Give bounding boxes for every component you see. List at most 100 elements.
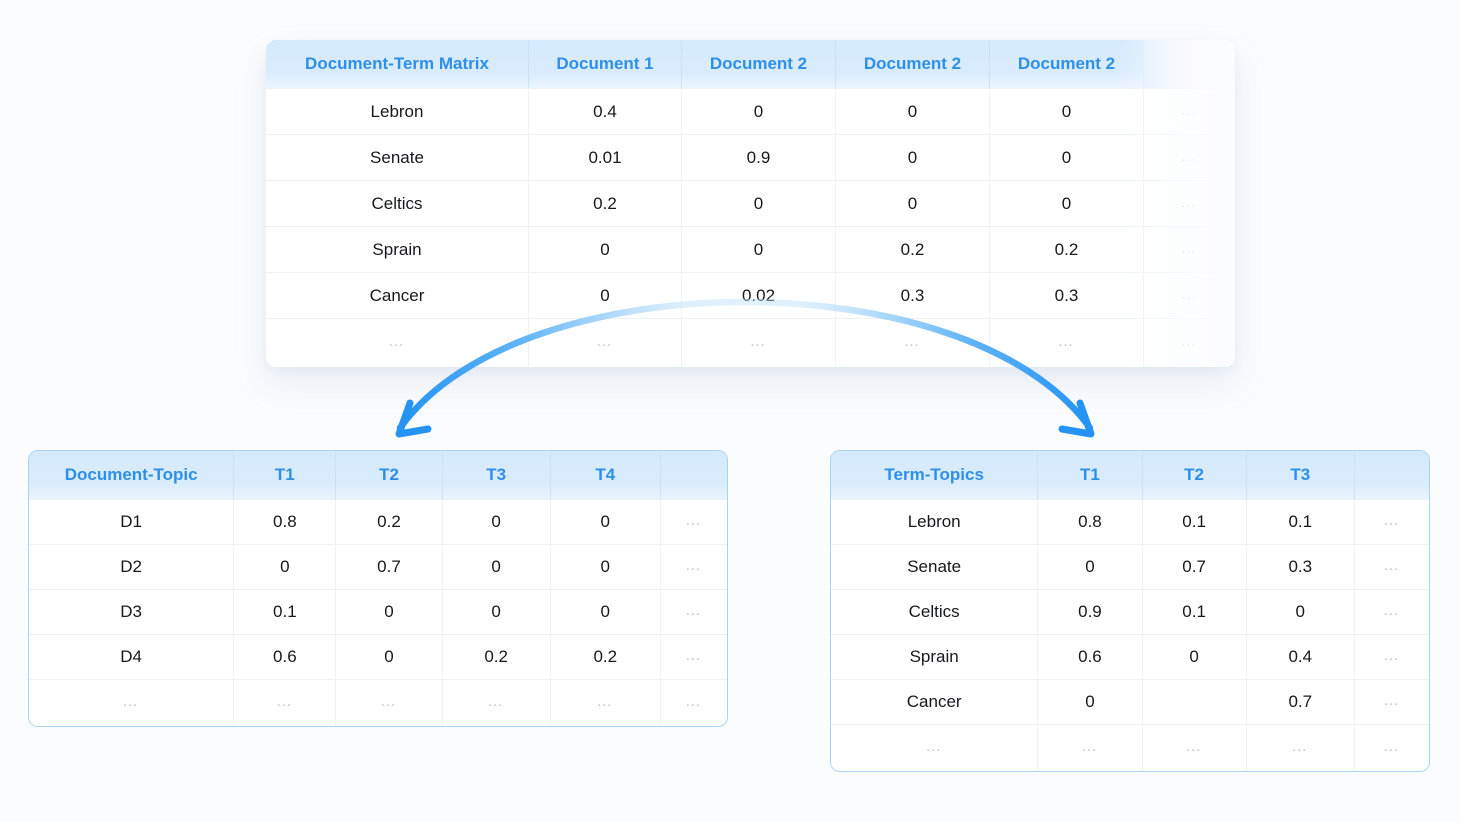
column-header-document-1: Document 1 [528,40,681,88]
cell: 0 [441,499,550,544]
table-title: Term-Topics [831,451,1038,499]
column-header-ellipsis [1353,451,1429,499]
row-label: D1 [29,499,234,544]
column-header-t3: T3 [441,451,550,499]
cell: 0 [549,589,660,634]
table-row: Sprain 0 0 0.2 0.2 ... [266,226,1235,272]
cell: 0 [528,272,681,318]
column-header-t3: T3 [1245,451,1354,499]
table-title: Document-Term Matrix [266,40,528,88]
row-label: Celtics [266,180,528,226]
table-row: D4 0.6 0 0.2 0.2 ... [29,634,727,679]
ellipsis-cell: ... [1143,88,1235,134]
cell: 0.2 [441,634,550,679]
ellipsis-cell: ... [835,318,989,367]
ellipsis-cell: ... [441,679,550,726]
cell: 0.1 [1245,499,1354,544]
ellipsis-cell: ... [1245,724,1354,771]
ellipsis-cell: ... [1143,180,1235,226]
left-arrowhead-icon [395,399,432,438]
table-title: Document-Topic [29,451,234,499]
document-topic-grid: Document-Topic T1 T2 T3 T4 D1 0.8 0.2 0 … [29,451,727,726]
cell: 0.4 [528,88,681,134]
ellipsis-cell: ... [233,679,336,726]
cell: 0.7 [1141,544,1246,589]
cell: 0.2 [989,226,1143,272]
cell: 0.2 [835,226,989,272]
table-row: D1 0.8 0.2 0 0 ... [29,499,727,544]
header-row: Term-Topics T1 T2 T3 [831,451,1429,499]
cell-empty [1141,679,1246,724]
cell: 0.2 [528,180,681,226]
table-row: Sprain 0.6 0 0.4 ... [831,634,1429,679]
cell: 0.1 [233,589,336,634]
column-header-document-2c: Document 2 [989,40,1143,88]
ellipsis-cell: ... [1037,724,1142,771]
ellipsis-cell: ... [1353,589,1429,634]
table-row-ellipsis: ... ... ... ... ... ... [29,679,727,726]
ellipsis-cell: ... [659,634,727,679]
column-header-document-2: Document 2 [681,40,835,88]
row-label: Lebron [831,499,1038,544]
cell: 0.8 [1037,499,1142,544]
right-arrowhead-icon [1058,399,1095,438]
ellipsis-cell: ... [659,679,727,726]
ellipsis-cell: ... [681,318,835,367]
cell: 0.2 [335,499,442,544]
ellipsis-cell: ... [549,679,660,726]
cell: 0 [1037,679,1142,724]
ellipsis-cell: ... [1143,226,1235,272]
row-label: D3 [29,589,234,634]
column-header-t1: T1 [1037,451,1142,499]
ellipsis-cell: ... [1353,634,1429,679]
ellipsis-cell: ... [659,589,727,634]
header-row: Document-Term Matrix Document 1 Document… [266,40,1235,88]
cell: 0 [441,589,550,634]
cell: 0.1 [1141,499,1246,544]
cell: 0 [989,180,1143,226]
cell: 0.1 [1141,589,1246,634]
cell: 0.7 [335,544,442,589]
column-header-t1: T1 [233,451,336,499]
ellipsis-cell: ... [659,499,727,544]
document-term-matrix-grid: Document-Term Matrix Document 1 Document… [266,40,1235,367]
column-header-t4: T4 [549,451,660,499]
row-label: D2 [29,544,234,589]
cell: 0 [549,544,660,589]
cell: 0.3 [835,272,989,318]
row-label: D4 [29,634,234,679]
cell: 0 [835,134,989,180]
ellipsis-cell: ... [1143,318,1235,367]
header-row: Document-Topic T1 T2 T3 T4 [29,451,727,499]
cell: 0.7 [1245,679,1354,724]
cell: 0 [1037,544,1142,589]
ellipsis-cell: ... [1353,544,1429,589]
cell: 0.3 [1245,544,1354,589]
table-row: D3 0.1 0 0 0 ... [29,589,727,634]
table-row-ellipsis: ... ... ... ... ... ... [266,318,1235,367]
ellipsis-cell: ... [831,724,1038,771]
cell: 0.02 [681,272,835,318]
ellipsis-cell: ... [1143,134,1235,180]
cell: 0.3 [989,272,1143,318]
cell: 0.6 [233,634,336,679]
row-label: Sprain [266,226,528,272]
column-header-t2: T2 [1141,451,1246,499]
ellipsis-cell: ... [659,544,727,589]
column-header-t2: T2 [335,451,442,499]
cell: 0 [681,180,835,226]
cell: 0.6 [1037,634,1142,679]
document-topic-table: Document-Topic T1 T2 T3 T4 D1 0.8 0.2 0 … [28,450,728,727]
cell: 0 [1245,589,1354,634]
cell: 0.8 [233,499,336,544]
term-topics-table: Term-Topics T1 T2 T3 Lebron 0.8 0.1 0.1 … [830,450,1430,772]
table-row: Celtics 0.9 0.1 0 ... [831,589,1429,634]
cell: 0 [835,180,989,226]
cell: 0 [1141,634,1246,679]
document-term-matrix-table: Document-Term Matrix Document 1 Document… [266,40,1235,367]
term-topics-grid: Term-Topics T1 T2 T3 Lebron 0.8 0.1 0.1 … [831,451,1429,771]
table-row: Lebron 0.4 0 0 0 ... [266,88,1235,134]
ellipsis-cell: ... [1353,724,1429,771]
row-label: Celtics [831,589,1038,634]
cell: 0 [681,88,835,134]
